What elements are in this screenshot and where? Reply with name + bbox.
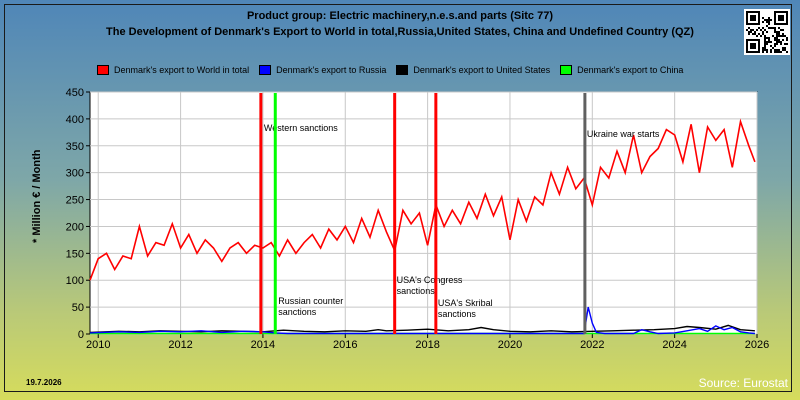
chart-title-line2: The Development of Denmark's Export to W… [106, 26, 694, 38]
y-tick-label: 0 [78, 329, 84, 341]
y-tick-label: 100 [66, 275, 84, 287]
qr-code-icon[interactable] [744, 9, 790, 55]
chart-title-line1: Product group: Electric machinery,n.e.s.… [246, 10, 554, 22]
event-marker-label: Russian counter sanctions [278, 296, 343, 317]
y-tick-label: 450 [66, 87, 84, 99]
plot-area [89, 91, 758, 335]
series-line-denmark-s-export-to-world-in-total [89, 118, 756, 281]
y-tick-label: 250 [66, 195, 84, 207]
date-stamp: 19.7.2026 [26, 378, 62, 387]
legend-swatch-china [560, 65, 573, 75]
x-tick-label: 2024 [662, 339, 686, 351]
legend-item-united-states: Denmark's export to United States [396, 65, 550, 75]
x-tick-label: 2026 [745, 339, 769, 351]
y-tick-label: 50 [72, 302, 84, 314]
legend-label-world: Denmark's export to World in total [114, 65, 250, 75]
y-axis-label: * Million € / Month [31, 149, 43, 244]
series-line-denmark-s-export-to-united-states [89, 324, 755, 334]
source-label: Source: Eurostat [698, 376, 788, 390]
y-tick-label: 400 [66, 114, 84, 126]
event-marker-label: USA's Skribal sanctions [438, 298, 493, 319]
y-tick-label: 300 [66, 168, 84, 180]
legend-label-united-states: Denmark's export to United States [413, 65, 551, 75]
legend-swatch-world [97, 65, 109, 75]
legend-swatch-united-states [396, 65, 409, 75]
y-tick-label: 150 [66, 248, 84, 260]
event-marker-label: Western sanctions [264, 123, 338, 133]
legend-label-china: Denmark's export to China [577, 65, 684, 75]
x-tick-label: 2016 [333, 339, 357, 351]
y-tick-label: 350 [66, 141, 84, 153]
x-tick-label: 2012 [168, 339, 192, 351]
x-tick-label: 2022 [580, 339, 604, 351]
legend-label-russia: Denmark's export to Russia [276, 65, 387, 75]
legend-item-world: Denmark's export to World in total [97, 65, 249, 75]
legend: Denmark's export to World in total Denma… [97, 62, 693, 78]
x-tick-label: 2010 [86, 339, 110, 351]
x-tick-label: 2018 [415, 339, 439, 351]
legend-item-china: Denmark's export to China [560, 65, 683, 75]
event-marker-label: USA's Congress sanctions [397, 275, 463, 296]
x-tick-label: 2020 [498, 339, 522, 351]
x-tick-label: 2014 [251, 339, 275, 351]
legend-swatch-russia [259, 65, 272, 75]
event-marker-label: Ukraine war starts [587, 129, 660, 139]
y-tick-label: 200 [66, 221, 84, 233]
legend-item-russia: Denmark's export to Russia [259, 65, 386, 75]
